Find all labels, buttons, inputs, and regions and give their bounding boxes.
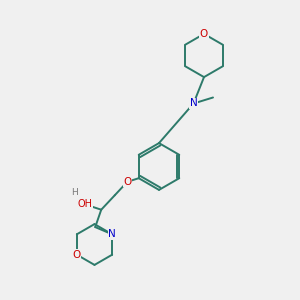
Text: N: N	[190, 98, 197, 109]
Text: N: N	[108, 229, 116, 239]
Text: OH: OH	[77, 199, 92, 209]
Text: O: O	[200, 29, 208, 39]
Text: H: H	[71, 188, 78, 197]
Text: O: O	[73, 250, 81, 260]
Text: O: O	[123, 177, 131, 187]
